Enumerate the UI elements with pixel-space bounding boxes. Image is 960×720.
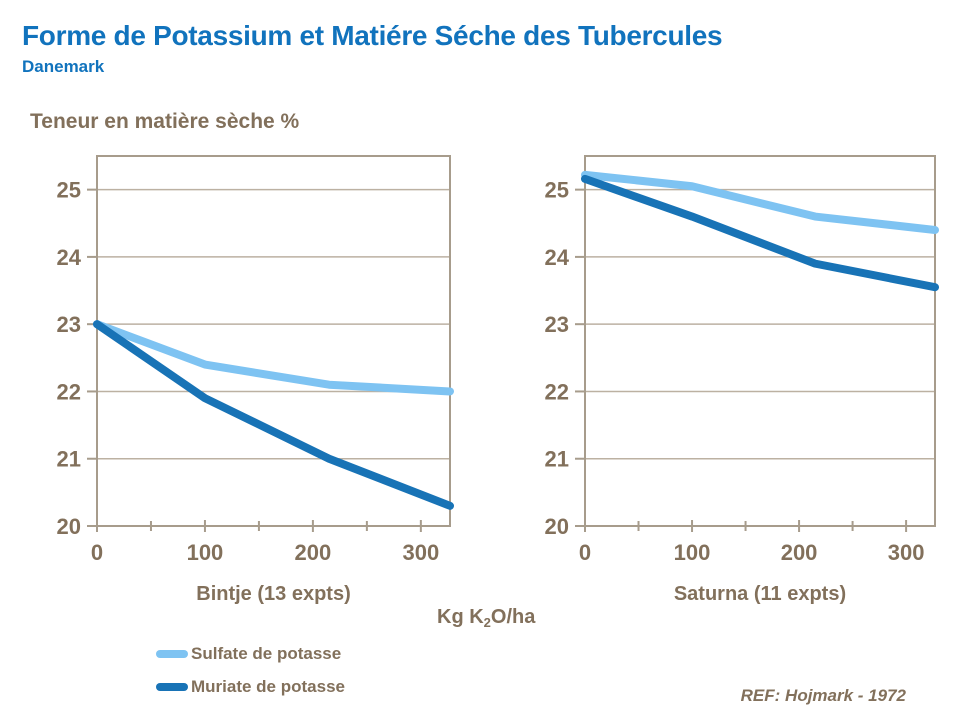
x-unit-pre: Kg K [437, 606, 484, 628]
y-tick-label-22: 22 [545, 379, 569, 404]
x-tick-label-0: 0 [579, 540, 591, 565]
y-tick-label-22: 22 [57, 379, 81, 404]
sulfate-line-swatch [156, 650, 188, 658]
series-line-muriate-de-potasse [93, 320, 454, 510]
page-subtitle: Danemark [22, 57, 105, 76]
legend-item-sulfate: Sulfate de potasse [156, 644, 345, 664]
plot-border [584, 155, 936, 527]
plot-border [96, 155, 451, 527]
y-tick-label-25: 25 [57, 178, 81, 203]
y-axis-title: Teneur en matière sèche % [30, 110, 300, 133]
x-tick-label-0: 0 [91, 540, 103, 565]
legend-label-sulfate: Sulfate de potasse [191, 644, 342, 663]
legend: Sulfate de potasse Muriate de potasse [156, 644, 345, 710]
series-line-muriate-de-potasse [581, 174, 939, 292]
x-tick-label-100: 100 [674, 540, 711, 565]
chart-title-bintje: Bintje (13 expts) [196, 583, 351, 605]
y-tick-label-24: 24 [545, 245, 570, 270]
x-unit-subscript: 2 [483, 615, 491, 630]
x-tick-label-300: 300 [402, 540, 439, 565]
x-tick-label-200: 200 [781, 540, 818, 565]
y-tick-label-21: 21 [545, 447, 569, 472]
x-tick-label-300: 300 [888, 540, 925, 565]
y-tick-label-25: 25 [545, 178, 569, 203]
page-title: Forme de Potassium et Matiére Séche des … [22, 20, 723, 51]
x-tick-label-200: 200 [295, 540, 332, 565]
charts-canvas: 20 21 22 23 24 25 0 100 200 300 20 21 22 23 24 25 0 100 20… [57, 155, 939, 565]
muriate-line-swatch [156, 683, 188, 691]
x-axis-unit-label: Kg K2O/ha [437, 606, 536, 630]
series-line-sulfate-de-potasse [93, 320, 454, 396]
legend-label-muriate: Muriate de potasse [191, 677, 345, 696]
x-tick-label-100: 100 [187, 540, 224, 565]
chart-title-saturna: Saturna (11 expts) [673, 583, 847, 605]
y-tick-label-21: 21 [57, 447, 81, 472]
y-tick-label-23: 23 [545, 312, 569, 337]
y-tick-label-24: 24 [57, 245, 82, 270]
y-tick-label-20: 20 [545, 514, 569, 539]
x-unit-post: O/ha [490, 606, 536, 628]
series-line-sulfate-de-potasse [581, 170, 939, 234]
y-tick-label-20: 20 [57, 514, 81, 539]
legend-item-muriate: Muriate de potasse [156, 677, 345, 697]
y-tick-label-23: 23 [57, 312, 81, 337]
reference-text: REF: Hojmark - 1972 [740, 686, 906, 705]
